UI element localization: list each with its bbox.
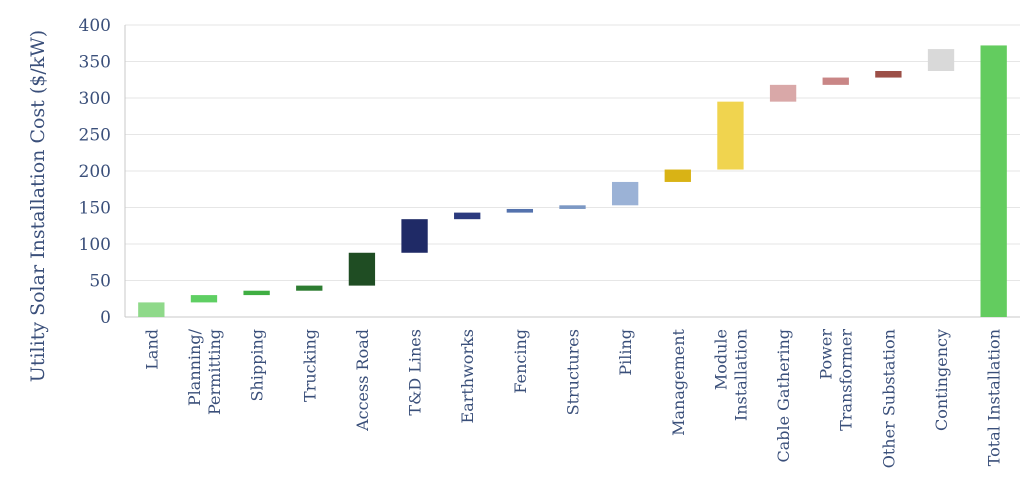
x-tick-label: Cable Gathering bbox=[774, 329, 793, 463]
bar bbox=[980, 45, 1007, 317]
bar bbox=[664, 169, 691, 182]
y-tick-label: 50 bbox=[89, 272, 111, 292]
bar bbox=[401, 219, 428, 253]
bars bbox=[138, 45, 1007, 317]
x-tick-label: Access Road bbox=[353, 329, 372, 432]
x-tick-label: Shipping bbox=[248, 329, 267, 402]
bar bbox=[611, 181, 639, 206]
y-tick-label: 100 bbox=[79, 235, 111, 255]
y-tick-label: 150 bbox=[79, 199, 111, 219]
x-tick-label: Earthworks bbox=[458, 329, 477, 423]
axes bbox=[124, 25, 1020, 318]
x-tick-label: Contingency bbox=[932, 329, 951, 431]
bar bbox=[822, 77, 849, 85]
bar bbox=[506, 208, 534, 213]
x-tick-label: Management bbox=[669, 328, 688, 435]
x-tick-label: Fencing bbox=[511, 329, 530, 394]
bar bbox=[296, 285, 323, 291]
y-tick-label: 0 bbox=[100, 308, 111, 328]
x-tick-label: Piling bbox=[616, 329, 635, 376]
y-tick-label: 300 bbox=[79, 89, 111, 109]
y-tick-label: 200 bbox=[79, 162, 111, 182]
x-tick-labels: Land Planning/Permitting Shipping Trucking A… bbox=[142, 328, 1003, 468]
x-tick-label: Land bbox=[142, 329, 161, 370]
x-tick-label: Other Substation bbox=[879, 329, 898, 468]
x-tick-label: Structures bbox=[564, 329, 583, 415]
x-tick-label: PowerTransformer bbox=[817, 329, 856, 431]
bar bbox=[717, 101, 744, 170]
y-tick-labels: 0 50 100 150 200 250 300 350 400 bbox=[79, 16, 111, 328]
y-axis-label: Utility Solar Installation Cost ($/kW) bbox=[27, 30, 49, 382]
y-tick-label: 400 bbox=[79, 16, 111, 36]
x-tick-label: Planning/Permitting bbox=[185, 328, 224, 415]
bar bbox=[454, 212, 481, 220]
x-tick-label: Total Installation bbox=[985, 329, 1004, 466]
bar bbox=[875, 70, 902, 78]
bar bbox=[190, 295, 218, 303]
gridlines bbox=[125, 24, 1020, 281]
bar bbox=[243, 290, 270, 296]
x-tick-label: T&D Lines bbox=[406, 329, 425, 416]
bar bbox=[927, 49, 955, 71]
bar bbox=[348, 252, 376, 286]
bar bbox=[138, 302, 165, 317]
x-tick-label: Trucking bbox=[300, 329, 319, 402]
bar bbox=[559, 205, 586, 209]
y-tick-label: 250 bbox=[79, 126, 111, 146]
bar bbox=[769, 84, 797, 102]
x-tick-label: ModuleInstallation bbox=[711, 329, 750, 421]
y-tick-label: 350 bbox=[79, 53, 111, 73]
